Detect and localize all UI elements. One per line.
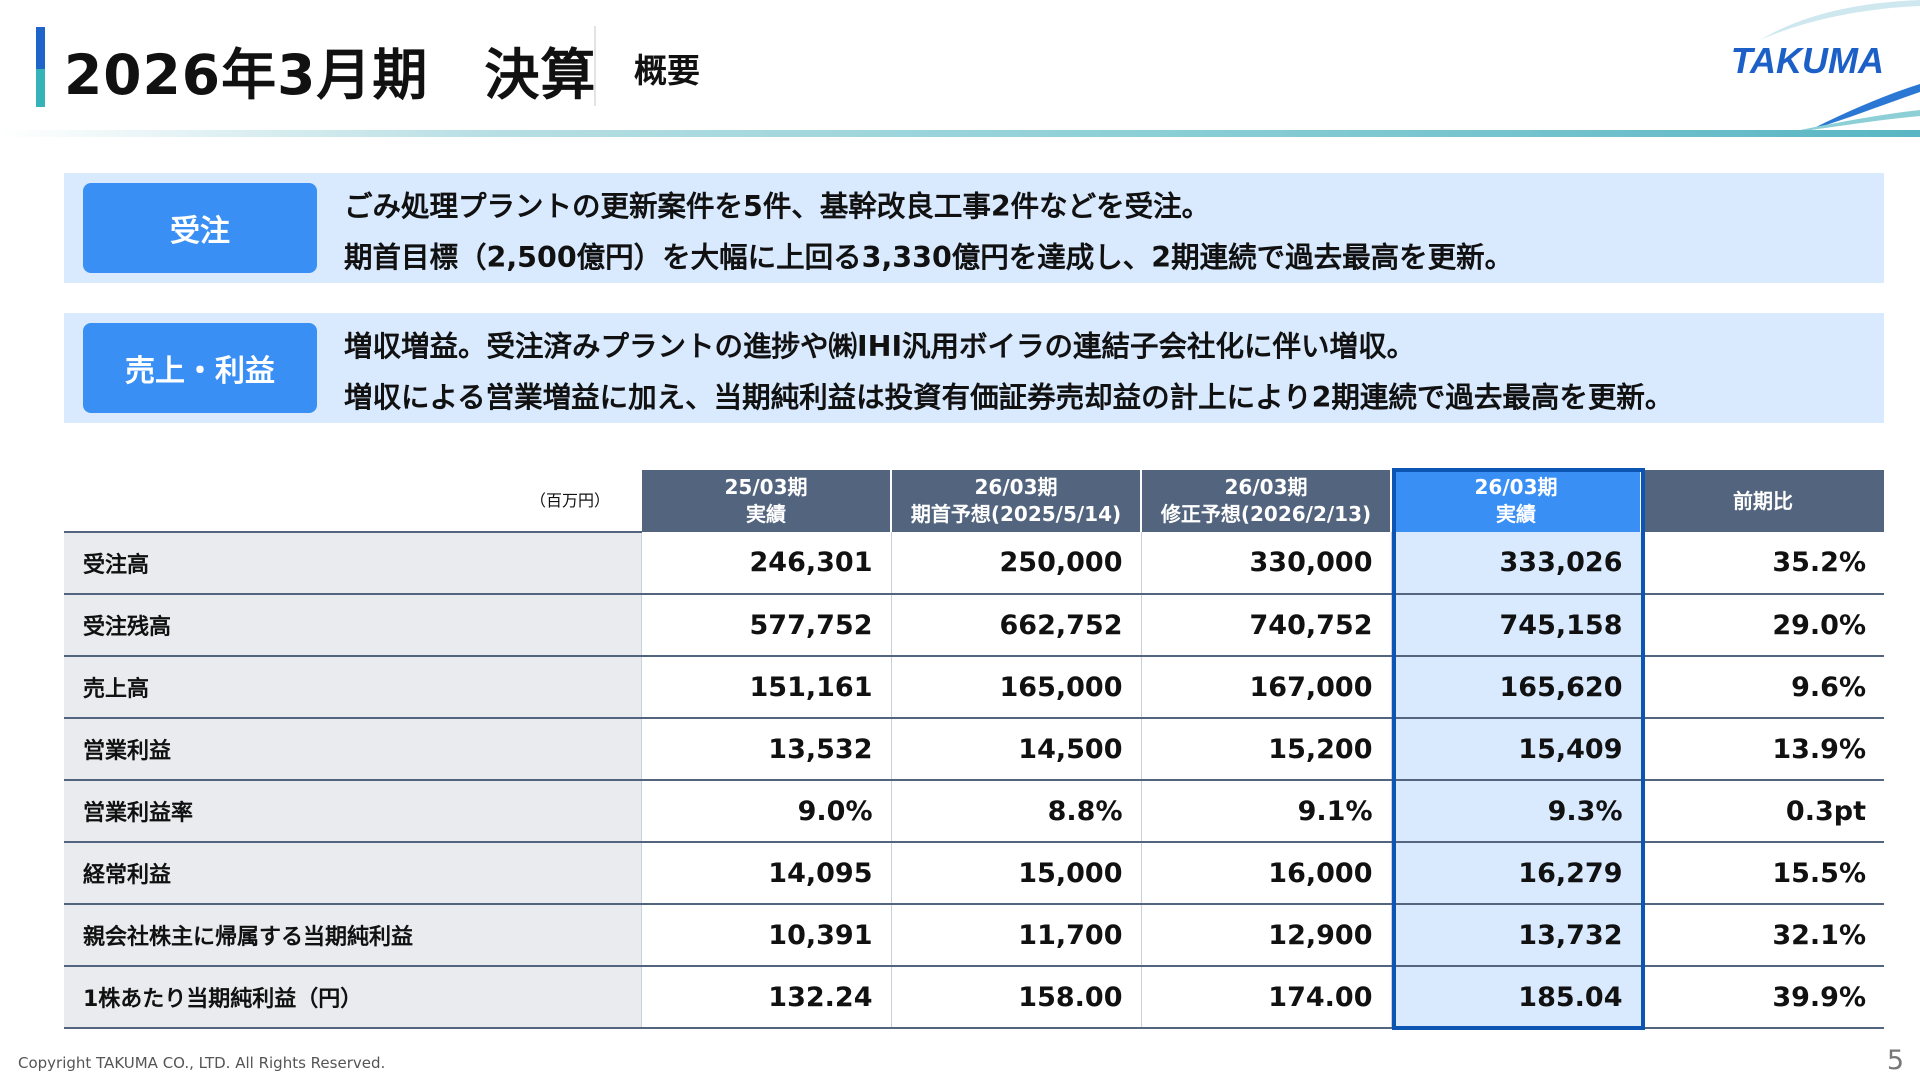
table-cell: 11,700 <box>891 904 1142 967</box>
unit-label: （百万円） <box>64 470 642 533</box>
table-cell: 13.9% <box>1641 718 1884 781</box>
table-cell: 577,752 <box>641 594 892 657</box>
summary-tag-orders: 受注 <box>83 183 317 273</box>
row-label: 経常利益 <box>64 842 642 905</box>
table-cell: 246,301 <box>641 532 892 595</box>
table-cell: 35.2% <box>1641 532 1884 595</box>
table-cell: 740,752 <box>1141 594 1392 657</box>
table-cell: 250,000 <box>891 532 1142 595</box>
table-header-row: （百万円） 25/03期 実績 26/03期 期首予想(2025/5/14) 26/… <box>64 470 1884 533</box>
table-cell: 10,391 <box>641 904 892 967</box>
table-row: 1株あたり当期純利益（円） 132.24 158.00 174.00 185.04 39.… <box>64 966 1884 1029</box>
row-label: 営業利益 <box>64 718 642 781</box>
table-cell: 16,000 <box>1141 842 1392 905</box>
table-cell: 165,620 <box>1391 656 1642 719</box>
table-cell: 185.04 <box>1391 966 1642 1029</box>
table-cell: 0.3pt <box>1641 780 1884 843</box>
table-cell: 15,409 <box>1391 718 1642 781</box>
table-row: 親会社株主に帰属する当期純利益 10,391 11,700 12,900 13,732 3… <box>64 904 1884 967</box>
summary-sales-profit-text: 増収増益。受注済みプラントの進捗や㈱IHI汎用ボイラの連結子会社化に伴い増収。 … <box>344 321 1673 423</box>
table-cell: 132.24 <box>641 966 892 1029</box>
table-cell: 8.8% <box>891 780 1142 843</box>
table-cell: 39.9% <box>1641 966 1884 1029</box>
title-divider <box>594 26 596 106</box>
table-cell: 9.3% <box>1391 780 1642 843</box>
page-number: 5 <box>1886 1045 1904 1076</box>
table-cell: 174.00 <box>1141 966 1392 1029</box>
row-label: 親会社株主に帰属する当期純利益 <box>64 904 642 967</box>
table-cell: 165,000 <box>891 656 1142 719</box>
table-row: 受注残高 577,752 662,752 740,752 745,158 29.0% <box>64 594 1884 657</box>
title-accent-bar <box>36 27 45 107</box>
summary-orders: 受注 ごみ処理プラントの更新案件を5件、基幹改良工事2件などを受注。 期首目標（… <box>64 173 1884 283</box>
table-cell: 14,095 <box>641 842 892 905</box>
column-header: 25/03期 実績 <box>641 470 892 532</box>
summary-line: ごみ処理プラントの更新案件を5件、基幹改良工事2件などを受注。 <box>344 190 1211 223</box>
table-cell: 15.5% <box>1641 842 1884 905</box>
table-cell: 15,000 <box>891 842 1142 905</box>
summary-line: 増収増益。受注済みプラントの進捗や㈱IHI汎用ボイラの連結子会社化に伴い増収。 <box>344 330 1416 363</box>
summary-tag-sales-profit: 売上・利益 <box>83 323 317 413</box>
table-row: 受注高 246,301 250,000 330,000 333,026 35.2% <box>64 532 1884 595</box>
table-cell: 167,000 <box>1141 656 1392 719</box>
table-cell: 29.0% <box>1641 594 1884 657</box>
summary-sales-profit: 売上・利益 増収増益。受注済みプラントの進捗や㈱IHI汎用ボイラの連結子会社化に… <box>64 313 1884 423</box>
table-cell: 9.0% <box>641 780 892 843</box>
table-cell: 16,279 <box>1391 842 1642 905</box>
column-header: 26/03期 期首予想(2025/5/14) <box>891 470 1142 532</box>
table-cell: 9.1% <box>1141 780 1392 843</box>
table-cell: 9.6% <box>1641 656 1884 719</box>
summary-line: 増収による営業増益に加え、当期純利益は投資有価証券売却益の計上により2期連続で過… <box>344 381 1674 414</box>
table-row: 経常利益 14,095 15,000 16,000 16,279 15.5% <box>64 842 1884 905</box>
page-subtitle: 概要 <box>634 51 700 90</box>
table-row: 営業利益率 9.0% 8.8% 9.1% 9.3% 0.3pt <box>64 780 1884 843</box>
logo-swoosh-icon <box>1760 0 1920 134</box>
column-header: 前期比 <box>1641 470 1884 532</box>
table-cell: 12,900 <box>1141 904 1392 967</box>
table-cell: 13,532 <box>641 718 892 781</box>
table-cell: 662,752 <box>891 594 1142 657</box>
row-label: 受注高 <box>64 532 642 595</box>
row-label: 受注残高 <box>64 594 642 657</box>
table-cell: 32.1% <box>1641 904 1884 967</box>
table-cell: 745,158 <box>1391 594 1642 657</box>
row-label: 売上高 <box>64 656 642 719</box>
copyright: Copyright TAKUMA CO., LTD. All Rights Re… <box>18 1054 386 1072</box>
row-label: 営業利益率 <box>64 780 642 843</box>
table-row: 営業利益 13,532 14,500 15,200 15,409 13.9% <box>64 718 1884 781</box>
column-header: 26/03期 修正予想(2026/2/13) <box>1141 470 1392 532</box>
results-table-container: （百万円） 25/03期 実績 26/03期 期首予想(2025/5/14) 26/… <box>64 468 1884 1030</box>
table-cell: 333,026 <box>1391 532 1642 595</box>
table-cell: 15,200 <box>1141 718 1392 781</box>
summary-line: 期首目標（2,500億円）を大幅に上回る3,330億円を達成し、2期連続で過去最… <box>344 241 1514 274</box>
table-cell: 158.00 <box>891 966 1142 1029</box>
results-table: （百万円） 25/03期 実績 26/03期 期首予想(2025/5/14) 26/… <box>64 470 1884 1029</box>
table-cell: 13,732 <box>1391 904 1642 967</box>
row-label: 1株あたり当期純利益（円） <box>64 966 642 1029</box>
summary-orders-text: ごみ処理プラントの更新案件を5件、基幹改良工事2件などを受注。 期首目標（2,5… <box>344 181 1513 283</box>
table-cell: 330,000 <box>1141 532 1392 595</box>
table-row: 売上高 151,161 165,000 167,000 165,620 9.6% <box>64 656 1884 719</box>
header-divider <box>0 130 1920 137</box>
table-cell: 14,500 <box>891 718 1142 781</box>
column-header-highlighted: 26/03期 実績 <box>1391 470 1642 532</box>
page-title: 2026年3月期 決算 <box>64 43 597 107</box>
table-cell: 151,161 <box>641 656 892 719</box>
takuma-logo: TAKUMA <box>1730 40 1884 81</box>
